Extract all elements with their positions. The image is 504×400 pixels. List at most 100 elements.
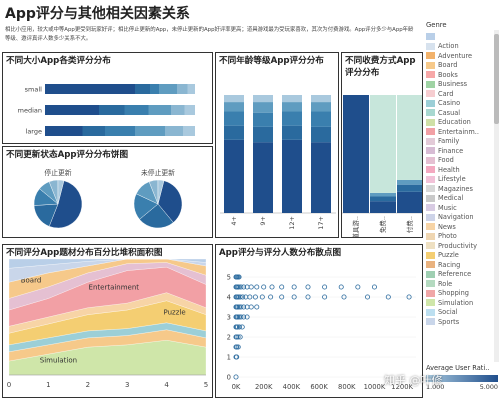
- update-status-pie-chart[interactable]: 停止更新 未停止更新: [3, 147, 212, 237]
- genre-legend[interactable]: Genre Action Adventure Board Books Business C…: [426, 20, 502, 362]
- legend-label: Casino: [438, 99, 461, 108]
- size-bar-segment: [135, 84, 150, 94]
- legend-item[interactable]: Role: [426, 279, 502, 289]
- legend-item[interactable]: Photo: [426, 232, 502, 242]
- scatter-point: [252, 294, 258, 300]
- legend-label: Racing: [438, 260, 461, 269]
- size-category-label: small: [25, 86, 43, 94]
- legend-label: Health: [438, 165, 460, 174]
- legend-swatch: [426, 232, 435, 240]
- legend-item[interactable]: Business: [426, 80, 502, 90]
- charge-bar-segment: [370, 196, 396, 202]
- legend-item[interactable]: Magazines: [426, 184, 502, 194]
- age-chart-title: 不同年龄等级App评分分布: [219, 56, 324, 66]
- charge-rating-chart[interactable]: 道具游.. 免费.. 付费..: [342, 53, 422, 237]
- size-bar-segment: [105, 126, 135, 136]
- genre-area-label: Board: [21, 276, 42, 284]
- legend-item[interactable]: Racing: [426, 260, 502, 270]
- legend-item[interactable]: Social: [426, 308, 502, 318]
- legend-item[interactable]: Puzzle: [426, 251, 502, 261]
- size-bar-segment: [135, 126, 165, 136]
- scatter-point: [268, 294, 274, 300]
- legend-item[interactable]: Productivity: [426, 241, 502, 251]
- scatter-x-tick: 1200K: [391, 383, 413, 391]
- genre-stacked-area-chart[interactable]: Simulation Puzzle Entertainment Board 0 1 2 3 4 5: [3, 245, 212, 397]
- legend-item[interactable]: Casual: [426, 108, 502, 118]
- pie-slice: [157, 179, 165, 205]
- legend-label: Adventure: [438, 51, 473, 60]
- legend-item[interactable]: Education: [426, 118, 502, 128]
- age-rating-panel[interactable]: 不同年龄等级App评分分布 4+ 9+ 12+ 17+: [215, 52, 339, 238]
- legend-item[interactable]: News: [426, 222, 502, 232]
- legend-label: Books: [438, 70, 458, 79]
- pie-slice: [157, 180, 183, 223]
- legend-label: Photo: [438, 232, 457, 241]
- genre-x-tick: 1: [46, 381, 50, 389]
- legend-swatch: [426, 299, 435, 307]
- legend-label: Medical: [438, 194, 464, 203]
- age-bar-segment: [253, 142, 273, 213]
- legend-item[interactable]: Lifestyle: [426, 175, 502, 185]
- legend-label: Card: [438, 89, 454, 98]
- legend-item[interactable]: Health: [426, 165, 502, 175]
- scatter-x-tick: 200K: [255, 383, 273, 391]
- legend-item[interactable]: [426, 32, 502, 42]
- legend-item[interactable]: Navigation: [426, 213, 502, 223]
- scatter-point: [235, 334, 241, 340]
- legend-swatch: [426, 185, 435, 193]
- legend-item[interactable]: Family: [426, 137, 502, 147]
- legend-swatch: [426, 166, 435, 174]
- legend-item[interactable]: Shopping: [426, 289, 502, 299]
- legend-item[interactable]: Entertainm..: [426, 127, 502, 137]
- legend-item[interactable]: Reference: [426, 270, 502, 280]
- age-bar-segment: [224, 95, 244, 103]
- scatter-point: [236, 324, 242, 330]
- legend-swatch: [426, 90, 435, 98]
- scatter-panel[interactable]: App评分与评分人数分布散点图 0 1 2 3 4 5 0K 200K 400K 600K 800K…: [215, 244, 423, 398]
- genre-x-tick: 0: [7, 381, 11, 389]
- legend-item[interactable]: Card: [426, 89, 502, 99]
- pie-label: 未停止更新: [141, 168, 175, 177]
- charge-rating-panel[interactable]: 道具游.. 免费.. 付费.. 不同收费方式App评分分布: [341, 52, 423, 238]
- age-rating-chart[interactable]: 4+ 9+ 12+ 17+: [216, 53, 338, 237]
- legend-item[interactable]: Casino: [426, 99, 502, 109]
- legend-item[interactable]: Adventure: [426, 51, 502, 61]
- legend-items[interactable]: Action Adventure Board Books Business Card Cas…: [426, 32, 502, 327]
- legend-scroll-thumb[interactable]: [494, 34, 499, 124]
- legend-swatch: [426, 33, 435, 41]
- legend-scrollbar[interactable]: [494, 30, 499, 362]
- genre-area-panel[interactable]: 不同评分App题材分布百分比堆积面积图 Simulation Puzzle Ente…: [2, 244, 213, 398]
- scatter-point: [279, 284, 285, 290]
- age-bar-segment: [282, 102, 302, 112]
- legend-item[interactable]: Finance: [426, 146, 502, 156]
- legend-item[interactable]: Sports: [426, 317, 502, 327]
- scatter-point: [241, 314, 247, 320]
- genre-x-tick: 5: [204, 381, 208, 389]
- scatter-point: [322, 284, 328, 290]
- legend-label: Business: [438, 80, 468, 89]
- scatter-point: [406, 294, 412, 300]
- legend-label: News: [438, 222, 456, 231]
- age-bar-segment: [253, 126, 273, 143]
- legend-swatch: [426, 318, 435, 326]
- rating-count-scatter-chart[interactable]: 0 1 2 3 4 5 0K 200K 400K 600K 800K 1000K 1200K: [216, 245, 422, 397]
- charge-category-label: 免费..: [378, 216, 387, 233]
- size-bar-segment: [45, 105, 99, 115]
- age-bar-segment: [311, 102, 331, 112]
- legend-item[interactable]: Food: [426, 156, 502, 166]
- legend-item[interactable]: Action: [426, 42, 502, 52]
- scatter-point: [279, 294, 285, 300]
- size-rating-chart[interactable]: small median large: [3, 53, 212, 143]
- update-status-panel[interactable]: 不同更新状态App评分分布饼图 停止更新 未停止更新: [2, 146, 213, 238]
- legend-item[interactable]: Board: [426, 61, 502, 71]
- charge-bar-segment: [397, 179, 422, 185]
- scatter-point: [234, 344, 240, 350]
- size-rating-panel[interactable]: 不同大小App各类评分分布 small median large: [2, 52, 213, 144]
- legend-item[interactable]: Medical: [426, 194, 502, 204]
- legend-item[interactable]: Simulation: [426, 298, 502, 308]
- scatter-point: [365, 294, 371, 300]
- legend-item[interactable]: Books: [426, 70, 502, 80]
- average-scale-max: 5.000: [479, 383, 498, 391]
- genre-area-label: Simulation: [40, 356, 77, 364]
- legend-item[interactable]: Music: [426, 203, 502, 213]
